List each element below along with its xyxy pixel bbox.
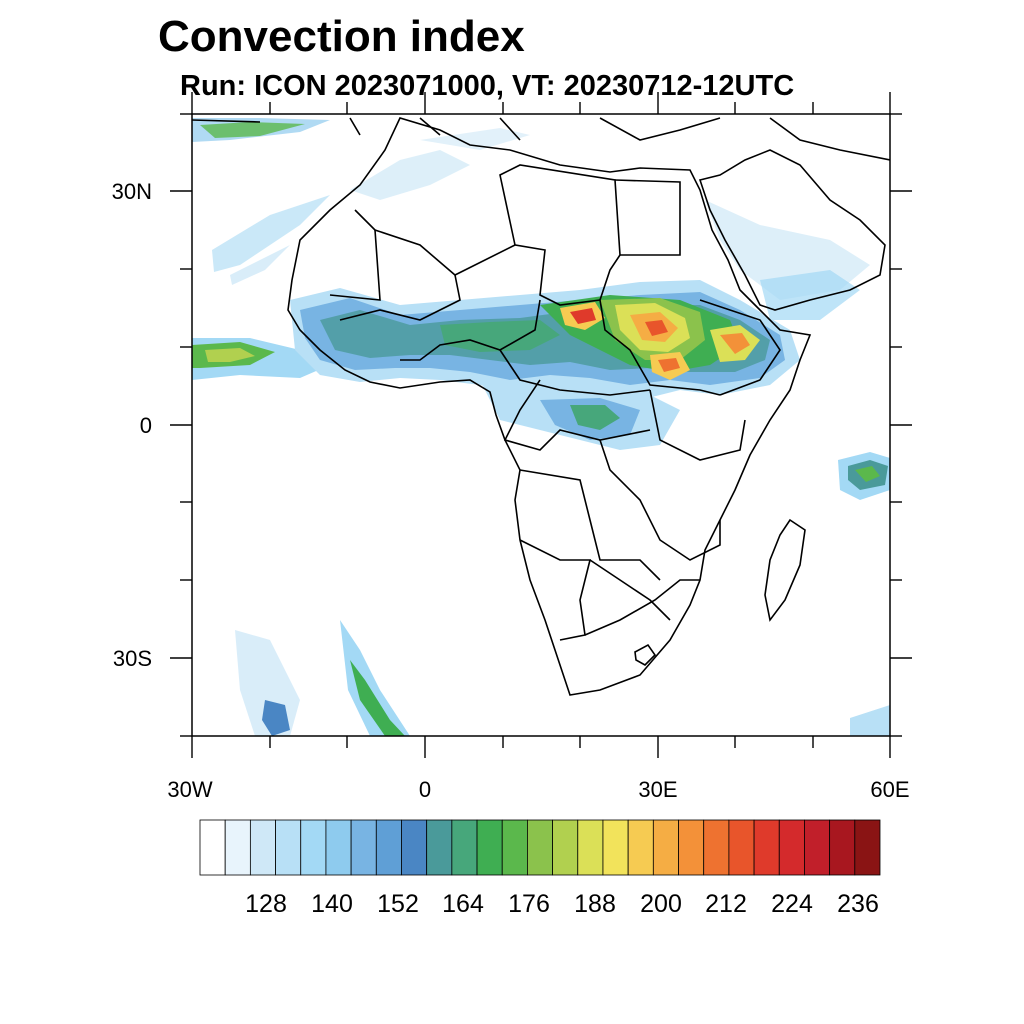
colorbar-cell bbox=[224, 819, 251, 876]
colorbar-tick-label: 224 bbox=[771, 890, 813, 918]
colorbar-cell bbox=[652, 819, 679, 876]
colorbar-cell bbox=[577, 819, 604, 876]
lat-label-30n: 30N bbox=[112, 179, 152, 204]
colorbar-cell bbox=[401, 819, 428, 876]
map-subtitle: Run: ICON 2023071000, VT: 20230712-12UTC bbox=[180, 70, 795, 102]
colorbar-cell bbox=[829, 819, 856, 876]
colorbar-cell bbox=[602, 819, 629, 876]
colorbar-tick-label: 152 bbox=[377, 890, 419, 918]
axis-ticks bbox=[170, 92, 912, 758]
lat-label-30s: 30S bbox=[113, 646, 152, 671]
colorbar-cell bbox=[728, 819, 755, 876]
colorbar-cell bbox=[753, 819, 780, 876]
colorbar-cell bbox=[249, 819, 276, 876]
colorbar-cell bbox=[451, 819, 478, 876]
colorbar-cell bbox=[501, 819, 528, 876]
lon-label-30w: 30W bbox=[167, 777, 212, 802]
colorbar-tick-label: 200 bbox=[640, 890, 682, 918]
colorbar bbox=[199, 819, 881, 876]
lon-label-60e: 60E bbox=[870, 777, 909, 802]
colorbar-tick-label: 212 bbox=[705, 890, 747, 918]
colorbar-cell bbox=[678, 819, 705, 876]
colorbar-tick-label: 128 bbox=[245, 890, 287, 918]
colorbar-cell bbox=[350, 819, 377, 876]
colorbar-cell bbox=[426, 819, 453, 876]
colorbar-labels: 128 140 152 164 176 188 200 212 224 236 bbox=[245, 890, 879, 918]
lon-label-30e: 30E bbox=[638, 777, 677, 802]
colorbar-cell bbox=[627, 819, 654, 876]
map-title: Convection index bbox=[158, 12, 525, 61]
colorbar-cell bbox=[375, 819, 402, 876]
colorbar-tick-label: 188 bbox=[574, 890, 616, 918]
colorbar-cell bbox=[476, 819, 503, 876]
colorbar-cell bbox=[804, 819, 831, 876]
colorbar-cell bbox=[199, 819, 226, 876]
colorbar-cell bbox=[778, 819, 805, 876]
country-borders bbox=[192, 117, 890, 696]
convection-field bbox=[192, 118, 890, 736]
colorbar-cell bbox=[703, 819, 730, 876]
colorbar-cell bbox=[854, 819, 881, 876]
colorbar-tick-label: 140 bbox=[311, 890, 353, 918]
colorbar-tick-label: 164 bbox=[442, 890, 484, 918]
colorbar-cell bbox=[300, 819, 327, 876]
lon-label-0: 0 bbox=[419, 777, 431, 802]
colorbar-cell bbox=[325, 819, 352, 876]
colorbar-cell bbox=[275, 819, 302, 876]
colorbar-tick-label: 236 bbox=[837, 890, 879, 918]
colorbar-cell bbox=[552, 819, 579, 876]
colorbar-tick-label: 176 bbox=[508, 890, 550, 918]
lat-label-0: 0 bbox=[140, 413, 152, 438]
colorbar-cell bbox=[527, 819, 553, 876]
